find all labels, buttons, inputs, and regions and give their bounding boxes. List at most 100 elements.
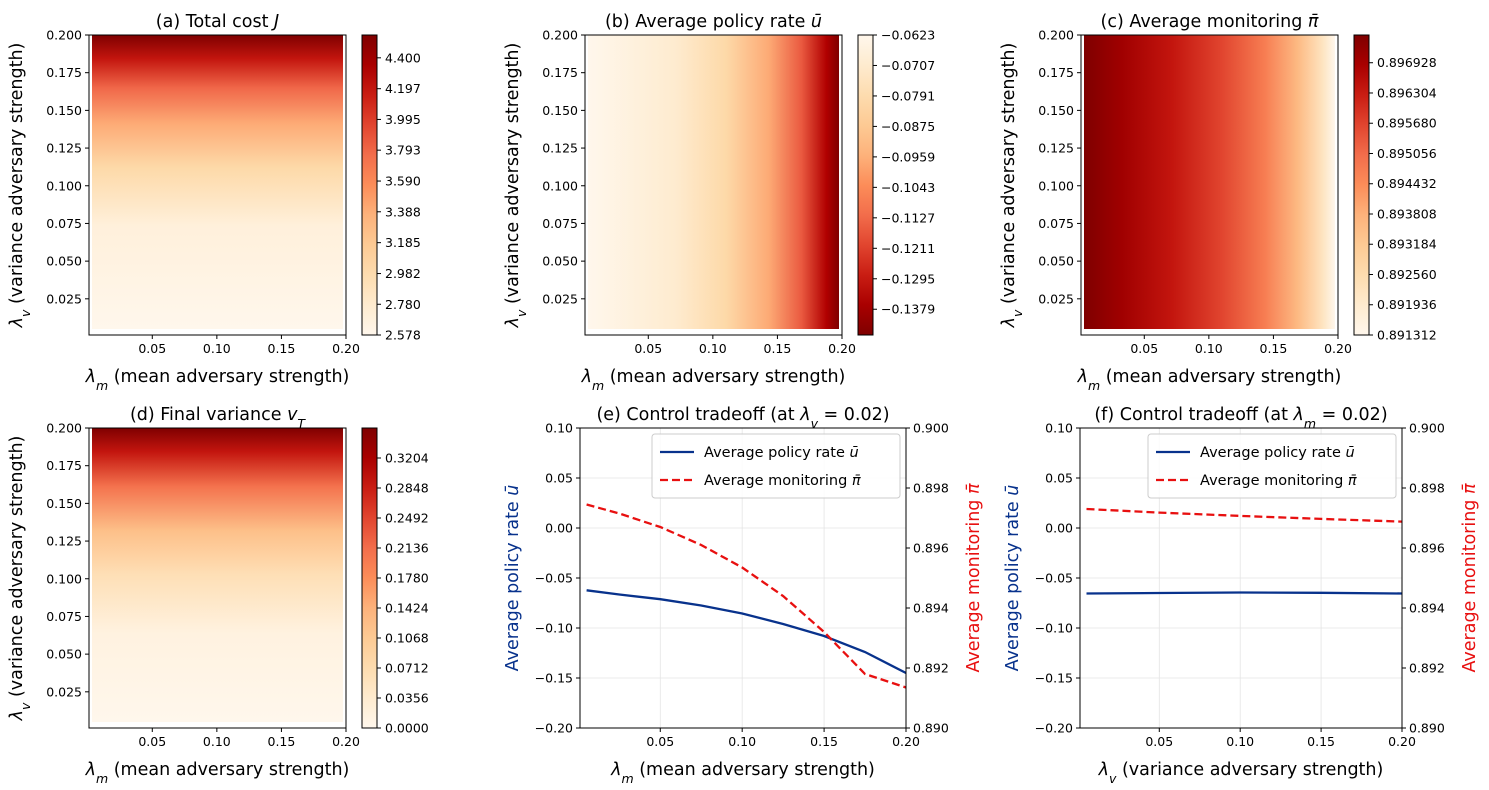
colorbar-tick-label: 0.2848 — [385, 481, 429, 496]
heatmap-panel-b: 0.05 0.10 0.15 0.20 0.025 0.050 0.075 0.100 0.12… — [503, 12, 935, 393]
colorbar-tick-label: −0.0623 — [881, 28, 935, 43]
colorbar-tick-label: 0.1780 — [385, 571, 429, 586]
colorbar-tick-label: 0.894432 — [1377, 176, 1437, 191]
series-line-policy-rate — [1086, 591, 1403, 595]
y-tick-label: 0.125 — [46, 141, 82, 156]
y-tick-label: 0.175 — [542, 65, 578, 80]
y-left-tick-label: 0.00 — [545, 521, 573, 536]
legend-box — [651, 433, 901, 499]
x-axis-label-e: λm (mean adversary strength) — [610, 760, 875, 786]
y-left-tick-label: −0.15 — [535, 671, 573, 686]
colorbar-tick-label: 0.0712 — [385, 661, 429, 676]
x-tick-label: 0.15 — [268, 341, 296, 356]
colorbar-tick-label: 0.895680 — [1377, 116, 1437, 131]
colorbar-d — [361, 427, 378, 729]
y-tick-label: 0.050 — [1038, 254, 1074, 269]
legend-entry: Average policy rate ū — [1200, 445, 1355, 461]
colorbar-tick-label: 0.893808 — [1377, 206, 1437, 221]
y-right-tick-label: 0.898 — [1409, 481, 1445, 496]
y-right-tick-label: 0.890 — [913, 721, 949, 736]
colorbar-b — [857, 34, 874, 336]
y-tick-label: 0.200 — [46, 421, 82, 436]
y-tick-label: 0.100 — [542, 178, 578, 193]
y-tick-label: 0.075 — [542, 216, 578, 231]
y-tick-label: 0.175 — [46, 65, 82, 80]
y-left-tick-label: 0.00 — [1045, 521, 1073, 536]
colorbar-tick-label: 0.896304 — [1377, 85, 1437, 100]
x-tick-label: 0.05 — [138, 341, 166, 356]
colorbar-tick-label: −0.1379 — [881, 302, 935, 317]
y-right-tick-label: 0.892 — [913, 661, 949, 676]
x-tick-label: 0.10 — [1195, 341, 1223, 356]
x-axis-label-f: λv (variance adversary strength) — [1098, 760, 1384, 786]
x-tick-label: 0.20 — [828, 341, 856, 356]
y-tick-label: 0.050 — [46, 647, 82, 662]
y-tick-label: 0.125 — [542, 141, 578, 156]
legend-e: Average policy rate ū Average monitoring … — [651, 433, 901, 499]
x-tick-label: 0.15 — [268, 734, 296, 749]
y-left-tick-label: 0.10 — [1045, 421, 1073, 436]
colorbar-tick-label: 0.891312 — [1377, 328, 1437, 343]
y-left-tick-label: −0.10 — [535, 621, 573, 636]
y-axis-label-b: λv (variance adversary strength) — [503, 43, 529, 329]
y-right-tick-label: 0.896 — [913, 541, 949, 556]
x-axis-label-c: λm (mean adversary strength) — [1077, 367, 1342, 393]
colorbar-tick-label: −0.0959 — [881, 149, 935, 164]
series-line-monitoring — [586, 503, 907, 689]
y-left-axis-label-f: Average policy rate ū — [1003, 485, 1023, 672]
legend-box — [1147, 433, 1397, 499]
colorbar-tick-label: 3.590 — [385, 174, 421, 189]
x-tick-label: 0.10 — [699, 341, 727, 356]
x-tick-label: 0.15 — [1307, 734, 1335, 749]
y-left-tick-label: −0.20 — [1035, 721, 1073, 736]
y-tick-label: 0.150 — [46, 496, 82, 511]
y-tick-label: 0.075 — [46, 216, 82, 231]
line-panel-f: 0.05 0.10 0.15 0.20 −0.20 −0.15 −0.10 −0.05 0.00… — [1003, 405, 1480, 786]
y-right-tick-label: 0.900 — [1409, 421, 1445, 436]
heatmap-field-d — [92, 428, 343, 722]
y-tick-label: 0.025 — [46, 291, 82, 306]
y-right-axis-label-e: Average monitoring π̄ — [964, 483, 984, 673]
y-axis-label-d: λv (variance adversary strength) — [7, 436, 33, 722]
colorbar-tick-label: 2.982 — [385, 266, 421, 281]
y-left-tick-label: 0.10 — [545, 421, 573, 436]
y-tick-label: 0.025 — [1038, 291, 1074, 306]
y-right-tick-label: 0.896 — [1409, 541, 1445, 556]
y-left-tick-label: −0.15 — [1035, 671, 1073, 686]
x-tick-label: 0.10 — [203, 341, 231, 356]
x-tick-label: 0.15 — [764, 341, 792, 356]
colorbar-tick-label: 0.891936 — [1377, 297, 1437, 312]
y-tick-label: 0.175 — [46, 458, 82, 473]
y-tick-label: 0.025 — [542, 291, 578, 306]
heatmap-field-c — [1084, 35, 1335, 329]
panel-title-a: (a) Total cost J — [156, 12, 279, 32]
panel-title-c: (c) Average monitoring π̄ — [1101, 12, 1319, 32]
x-tick-label: 0.15 — [1260, 341, 1288, 356]
y-tick-label: 0.200 — [46, 28, 82, 43]
y-tick-label: 0.125 — [1038, 141, 1074, 156]
x-tick-label: 0.05 — [1130, 341, 1158, 356]
x-tick-label: 0.20 — [332, 341, 360, 356]
heatmap-field-a — [92, 35, 343, 329]
colorbar-tick-label: −0.1211 — [881, 241, 935, 256]
line-panel-e: 0.05 0.10 0.15 0.20 −0.20 −0.15 −0.10 −0.05 0.00… — [503, 405, 984, 786]
legend-f: Average policy rate ū Average monitoring … — [1147, 433, 1397, 499]
colorbar-tick-label: −0.1127 — [881, 210, 935, 225]
colorbar-tick-label: 3.388 — [385, 204, 421, 219]
y-axis-label-a: λv (variance adversary strength) — [7, 43, 33, 329]
heatmap-panel-c: 0.05 0.10 0.15 0.20 0.025 0.050 0.075 0.100 0.12… — [999, 12, 1437, 393]
y-tick-label: 0.175 — [1038, 65, 1074, 80]
axes-frame-c — [1080, 34, 1339, 336]
x-tick-label: 0.05 — [138, 734, 166, 749]
colorbar-tick-label: 0.0356 — [385, 691, 429, 706]
y-left-tick-label: 0.05 — [545, 471, 573, 486]
y-right-tick-label: 0.894 — [913, 601, 949, 616]
colorbar-c — [1353, 34, 1370, 336]
y-left-tick-label: −0.05 — [535, 571, 573, 586]
panel-title-f: (f) Control tradeoff (at λm = 0.02) — [1094, 405, 1387, 431]
y-axis-label-c: λv (variance adversary strength) — [999, 43, 1025, 329]
y-tick-label: 0.100 — [1038, 178, 1074, 193]
colorbar-tick-label: −0.1295 — [881, 271, 935, 286]
y-right-tick-label: 0.892 — [1409, 661, 1445, 676]
